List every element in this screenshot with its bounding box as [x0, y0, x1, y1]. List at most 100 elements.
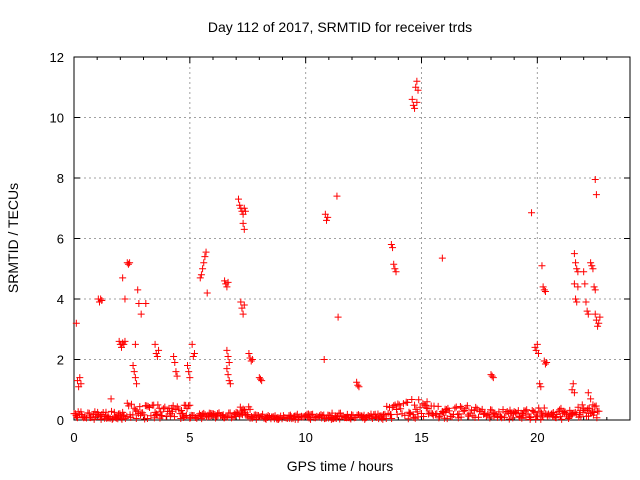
- data-point: [142, 300, 150, 308]
- data-point: [589, 265, 597, 273]
- data-point: [245, 349, 253, 357]
- data-point: [408, 95, 416, 103]
- data-point: [584, 389, 592, 397]
- data-point: [136, 403, 144, 411]
- data-point: [587, 395, 595, 403]
- data-point: [451, 404, 459, 412]
- data-point: [186, 401, 194, 409]
- data-point: [496, 412, 504, 420]
- data-point: [463, 402, 471, 410]
- data-point: [199, 265, 207, 273]
- data-point: [246, 405, 254, 413]
- data-point: [130, 368, 138, 376]
- data-point: [127, 400, 135, 408]
- data-point: [540, 286, 548, 294]
- data-point: [593, 414, 601, 422]
- data-point: [527, 413, 535, 421]
- data-point: [413, 77, 421, 85]
- data-point: [224, 371, 232, 379]
- data-point: [184, 362, 192, 370]
- data-point: [223, 346, 231, 354]
- data-point: [186, 374, 194, 382]
- data-point: [541, 287, 549, 295]
- data-point: [536, 380, 544, 388]
- data-point: [431, 410, 439, 418]
- data-point: [223, 283, 231, 291]
- data-point: [169, 402, 177, 410]
- data-point: [236, 201, 244, 209]
- data-point: [154, 401, 162, 409]
- data-point: [530, 408, 538, 416]
- data-point: [590, 283, 598, 291]
- chart-title: Day 112 of 2017, SRMTID for receiver trd…: [208, 19, 472, 35]
- data-point: [307, 415, 315, 423]
- data-point: [590, 409, 598, 417]
- data-point: [582, 298, 590, 306]
- data-point: [248, 356, 256, 363]
- data-point: [539, 283, 547, 291]
- data-point: [411, 401, 419, 409]
- axis-tick-labels: 0 5 10 15 20 0 2 4 6 8 10 12: [50, 50, 545, 445]
- data-point: [596, 313, 604, 321]
- data-point: [355, 383, 363, 391]
- y-tick-label: 10: [50, 111, 64, 126]
- data-point: [120, 340, 128, 348]
- y-tick-label: 0: [57, 413, 64, 428]
- data-point: [486, 414, 494, 422]
- data-point: [397, 405, 405, 413]
- data-point: [224, 352, 232, 360]
- data-point: [239, 219, 247, 227]
- data-point: [390, 402, 398, 410]
- data-point: [234, 195, 242, 203]
- y-tick-label: 6: [57, 232, 64, 247]
- data-point: [570, 389, 578, 397]
- data-point: [392, 268, 400, 276]
- data-point: [445, 407, 453, 415]
- data-point: [423, 398, 431, 406]
- data-point: [415, 396, 423, 404]
- data-point: [171, 359, 179, 367]
- data-point: [129, 411, 137, 419]
- data-point: [405, 408, 413, 416]
- data-point: [595, 407, 603, 415]
- data-point: [506, 406, 514, 414]
- data-point: [107, 395, 115, 403]
- data-point: [411, 104, 419, 112]
- data-point: [134, 286, 142, 294]
- data-point: [173, 372, 181, 380]
- data-point: [221, 277, 229, 285]
- data-point: [76, 374, 84, 382]
- y-tick-label: 12: [50, 50, 64, 65]
- data-point: [240, 301, 248, 309]
- data-point: [580, 268, 588, 276]
- data-point: [390, 260, 398, 268]
- data-point: [565, 414, 573, 422]
- data-point: [354, 381, 362, 389]
- data-point: [489, 374, 497, 382]
- data-point: [558, 415, 566, 423]
- data-point: [185, 368, 193, 376]
- data-point: [595, 319, 603, 327]
- data-point: [226, 380, 234, 388]
- data-point: [594, 322, 602, 330]
- x-tick-label: 5: [186, 430, 193, 445]
- data-point: [97, 415, 105, 423]
- data-point: [97, 295, 105, 303]
- data-point: [121, 295, 129, 303]
- data-point: [591, 176, 599, 184]
- data-point: [240, 225, 248, 233]
- data-point: [509, 414, 517, 422]
- data-point: [334, 313, 342, 321]
- data-point: [591, 310, 599, 318]
- data-point: [225, 359, 233, 367]
- data-point: [123, 412, 131, 420]
- data-point: [131, 340, 139, 348]
- data-point: [102, 408, 110, 416]
- data-point: [85, 409, 93, 417]
- data-point: [391, 265, 399, 273]
- data-point: [533, 340, 541, 348]
- data-point: [589, 401, 597, 409]
- data-point: [404, 415, 412, 423]
